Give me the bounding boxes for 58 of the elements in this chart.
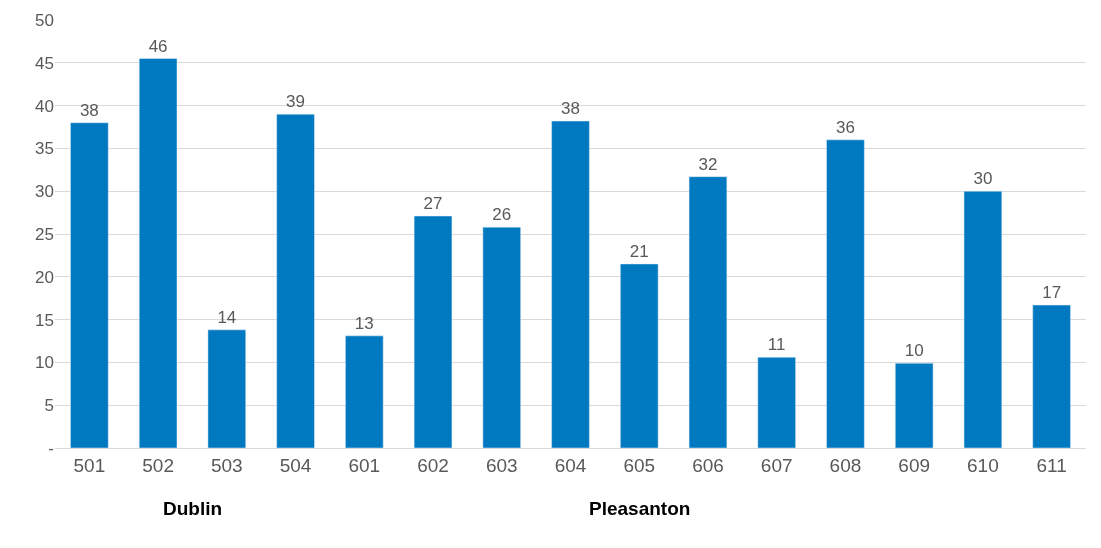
bar	[895, 363, 934, 448]
bar	[413, 215, 453, 448]
bar	[138, 58, 178, 448]
bar	[688, 176, 728, 448]
y-tick-label: 5	[44, 396, 54, 416]
x-tick-label: 611	[1036, 454, 1067, 476]
y-tick-label: 25	[35, 224, 54, 244]
x-tick-label: 601	[348, 454, 381, 476]
bar	[276, 113, 315, 448]
bar	[551, 120, 590, 448]
y-tick-label: -	[48, 438, 54, 458]
y-tick-label: 45	[35, 53, 54, 73]
x-tick-label: 610	[967, 454, 999, 476]
bar	[620, 263, 659, 448]
y-tick-label: 10	[35, 353, 54, 373]
data-label: 10	[904, 341, 924, 361]
x-tick-label: 602	[417, 454, 449, 476]
data-label: 26	[492, 205, 512, 225]
x-tick-label: 607	[760, 454, 793, 476]
bar	[1032, 304, 1071, 448]
data-label: 14	[217, 307, 237, 327]
bar	[70, 122, 109, 448]
data-label: 11	[767, 335, 786, 355]
x-tick-label: 605	[623, 454, 656, 476]
bar	[757, 357, 796, 448]
x-tick-label: 504	[279, 454, 312, 476]
x-tick-label: 501	[73, 454, 106, 476]
text: Pleasanton	[589, 498, 691, 519]
data-label: 36	[835, 117, 855, 137]
data-label: 38	[79, 100, 99, 120]
data-label: 27	[423, 194, 443, 214]
x-tick-label: 503	[210, 454, 243, 476]
x-tick-label: 609	[898, 454, 931, 476]
x-tick-label: 603	[485, 454, 518, 476]
bar	[826, 139, 865, 448]
data-label: 38	[561, 99, 580, 119]
bar	[207, 329, 246, 448]
data-label: 21	[629, 241, 649, 261]
x-tick-label: 606	[692, 454, 724, 476]
y-tick-label: 15	[35, 310, 54, 330]
y-tick-label: 35	[35, 139, 54, 159]
y-tick-label: 20	[35, 267, 54, 287]
data-label: 46	[148, 36, 168, 56]
data-label: 30	[973, 169, 993, 189]
x-tick-label: 608	[829, 454, 862, 476]
y-tick-label: 50	[35, 10, 54, 30]
data-label: 32	[698, 154, 718, 174]
bar	[482, 226, 521, 448]
data-label: 17	[1042, 283, 1062, 303]
y-tick-label: 30	[35, 182, 54, 202]
x-tick-label: 502	[142, 454, 174, 476]
data-label: 13	[354, 313, 374, 333]
text: Dublin	[163, 498, 223, 519]
bar	[345, 335, 384, 448]
bar	[963, 190, 1003, 448]
x-tick-label: 604	[554, 454, 587, 476]
data-label: 39	[286, 92, 306, 112]
y-tick-label: 40	[35, 96, 54, 116]
